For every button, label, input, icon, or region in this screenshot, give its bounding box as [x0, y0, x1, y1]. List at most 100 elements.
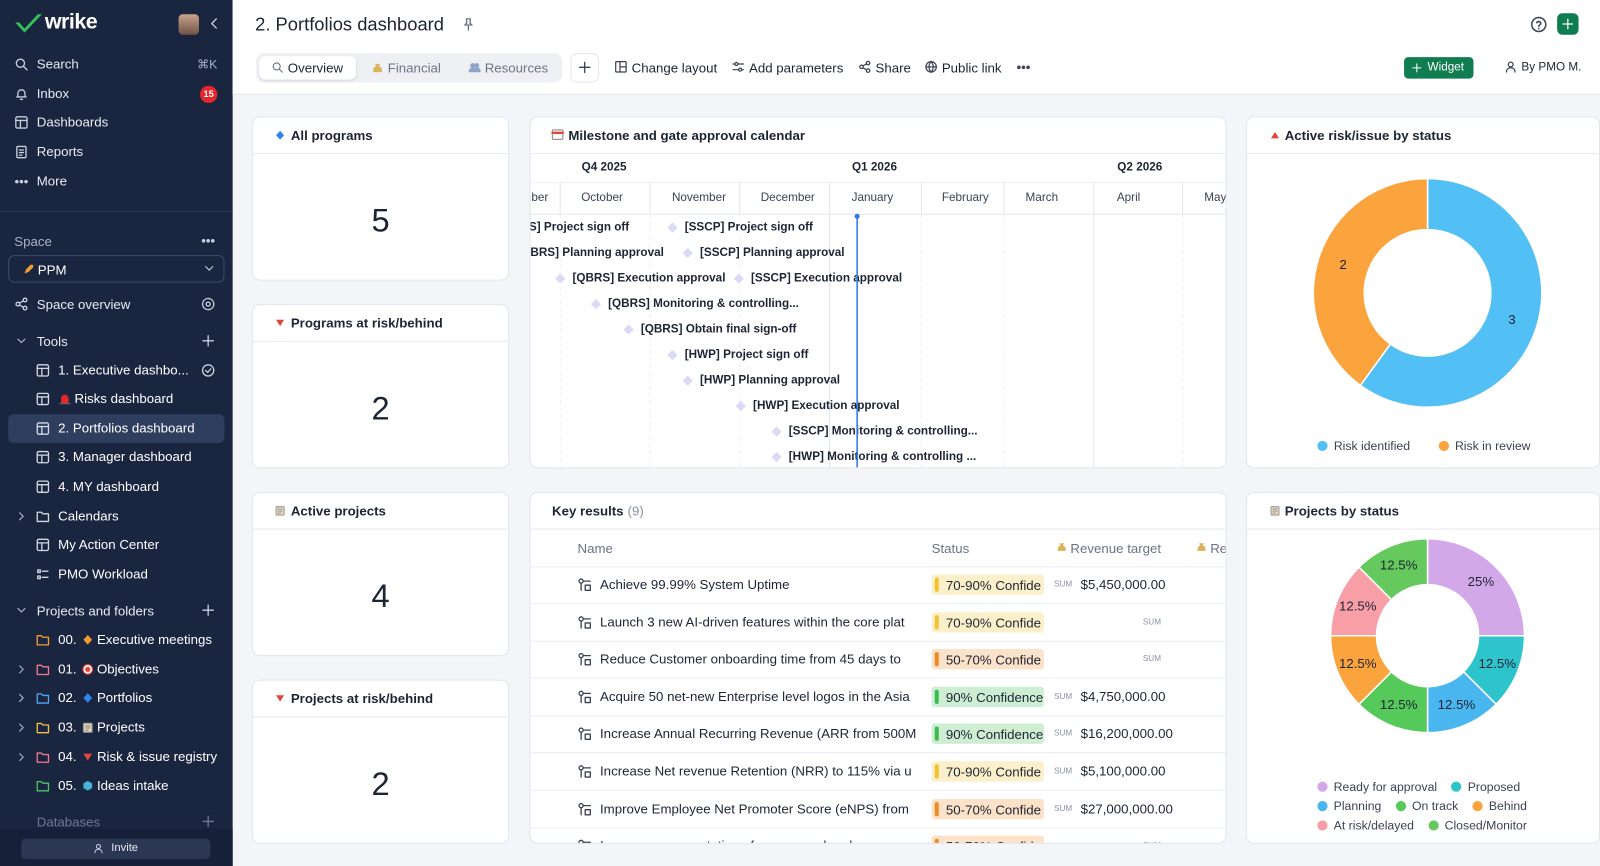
icon-part	[19, 753, 24, 762]
sum-label: SUM	[1054, 691, 1073, 701]
icon-sq	[36, 538, 50, 552]
folder-name[interactable]: Executive meetings	[96, 631, 212, 647]
folder-name[interactable]: Projects	[96, 719, 145, 735]
icon-folder	[36, 752, 50, 763]
nav-item[interactable]: Inbox	[36, 85, 70, 102]
month-label: December	[761, 191, 815, 204]
tool-item[interactable]: 4. MY dashboard	[58, 478, 159, 494]
folder-number[interactable]: 00.	[58, 631, 77, 647]
tool-item[interactable]: PMO Workload	[58, 566, 148, 582]
folder-number[interactable]: 02.	[58, 689, 77, 706]
revenue-value: $4,750,000.00	[1080, 688, 1166, 704]
icon-folder	[36, 664, 50, 676]
row-name[interactable]: Increase Annual Recurring Revenue (ARR f…	[599, 725, 917, 742]
folder-number[interactable]: 05.	[58, 777, 77, 793]
row-name[interactable]: Reduce Customer onboarding time from 45 …	[599, 651, 901, 667]
row-name[interactable]: Achieve 99.99% System Uptime	[599, 576, 790, 592]
legend-item[interactable]: At risk/delayed	[1317, 816, 1414, 833]
add-tab-button[interactable]	[570, 53, 599, 83]
header-action[interactable]: Share	[875, 60, 911, 76]
folder-number[interactable]: 01.	[58, 661, 77, 677]
tab[interactable]: Resources	[484, 60, 549, 76]
space-label: Space	[14, 233, 52, 249]
icon-clip	[275, 506, 285, 516]
tool-item[interactable]: 2. Portfolios dashboard	[58, 420, 195, 436]
icon-part	[94, 848, 103, 854]
status-bar	[934, 577, 939, 592]
data-label: 12.5%	[1438, 697, 1476, 712]
folder-name[interactable]: Ideas intake	[96, 777, 169, 793]
legend-item[interactable]: On track	[1395, 797, 1458, 814]
legend-item[interactable]: Risk in review	[1438, 437, 1530, 454]
legend-item[interactable]: Closed/Monitor	[1428, 816, 1527, 833]
milestone-label: [QBRS] Execution approval	[572, 272, 725, 285]
tab[interactable]: Overview	[287, 60, 344, 76]
databases[interactable]: Databases	[36, 814, 101, 830]
number-widget: Programs at risk/behind 2	[252, 304, 510, 469]
column-header[interactable]: Name	[577, 540, 613, 557]
column-header[interactable]: Rev	[1210, 540, 1227, 557]
row-name[interactable]: Increase Net revenue Retention (NRR) to …	[599, 763, 912, 779]
icon-part	[36, 480, 50, 494]
number-widget: Active projects 4	[252, 491, 510, 657]
legend-item[interactable]: Risk identified	[1317, 437, 1410, 454]
nav-item[interactable]: More	[36, 173, 67, 189]
folder-name[interactable]: Risk & issue registry	[96, 748, 218, 765]
legend-item[interactable]: Planning	[1317, 797, 1381, 814]
tool-item[interactable]: My Action Center	[58, 536, 160, 553]
tool-item[interactable]: 3. Manager dashboard	[58, 448, 192, 465]
tool-item[interactable]: 1. Executive dashbo...	[58, 362, 189, 378]
header-action[interactable]: Change layout	[631, 60, 718, 76]
invite-button[interactable]: Invite	[21, 838, 211, 860]
folder-name[interactable]: Objectives	[96, 661, 159, 677]
legend-item[interactable]: Proposed	[1451, 778, 1520, 795]
folder-number[interactable]: 04.	[58, 748, 77, 765]
row-name[interactable]: Improve Employee Net Promoter Score (eNP…	[599, 800, 909, 816]
add-widget-button[interactable]: Widget	[1404, 57, 1474, 79]
status-bar	[934, 764, 939, 779]
create-button[interactable]	[1557, 13, 1579, 35]
icon-clip	[1270, 506, 1280, 516]
owner[interactable]: By PMO M.	[1521, 61, 1582, 74]
tool-item[interactable]: Risks dashboard	[74, 390, 174, 407]
row-name[interactable]: Launch 3 new AI-driven features within t…	[599, 613, 905, 630]
icon-clip	[82, 722, 93, 733]
legend-item[interactable]: Behind	[1472, 797, 1527, 814]
milestone-marker	[733, 273, 744, 284]
icon-part	[37, 569, 49, 580]
header-action[interactable]: Public link	[941, 60, 1002, 76]
column-header[interactable]: Status	[931, 540, 970, 557]
folder-number[interactable]: 03.	[58, 719, 77, 735]
icon-part	[1412, 63, 1422, 73]
status-pill: 50-70% Confide	[931, 798, 1044, 819]
space-selector[interactable]: PPM	[8, 255, 225, 283]
legend-item[interactable]: Ready for approval	[1317, 778, 1437, 795]
avatar[interactable]	[178, 14, 199, 35]
row-name[interactable]: Increase representation of women and und…	[600, 838, 919, 843]
legend-swatch	[1317, 800, 1328, 811]
nav-item[interactable]: Search	[36, 56, 79, 72]
column-header[interactable]: Revenue target	[1070, 540, 1162, 557]
space-overview[interactable]: Space overview	[36, 296, 131, 313]
folder-name[interactable]: Portfolios	[96, 689, 153, 706]
legend: Ready for approval Proposed Planning On tra…	[1317, 778, 1562, 834]
icon-trid	[276, 695, 285, 702]
icon-folder	[36, 693, 50, 704]
nav-item[interactable]: Reports	[36, 143, 84, 160]
header-action[interactable]: Add parameters	[748, 60, 844, 76]
icon-part	[15, 179, 19, 184]
icon-part	[865, 68, 871, 73]
brand-logo	[15, 14, 42, 33]
nav-item[interactable]: Dashboards	[36, 114, 109, 130]
icon-part	[464, 18, 473, 31]
icon-part	[15, 14, 42, 33]
tool-item[interactable]: Calendars	[58, 508, 119, 524]
invite-label: Invite	[111, 841, 139, 855]
tab[interactable]: Financial	[387, 60, 441, 76]
icon-part	[1021, 65, 1026, 70]
section-title: Tools	[36, 333, 68, 349]
space-name: PPM	[37, 262, 67, 278]
legend-label: Planning	[1333, 798, 1382, 813]
icon-part	[1017, 65, 1021, 70]
row-name[interactable]: Acquire 50 net-new Enterprise level logo…	[599, 688, 910, 704]
